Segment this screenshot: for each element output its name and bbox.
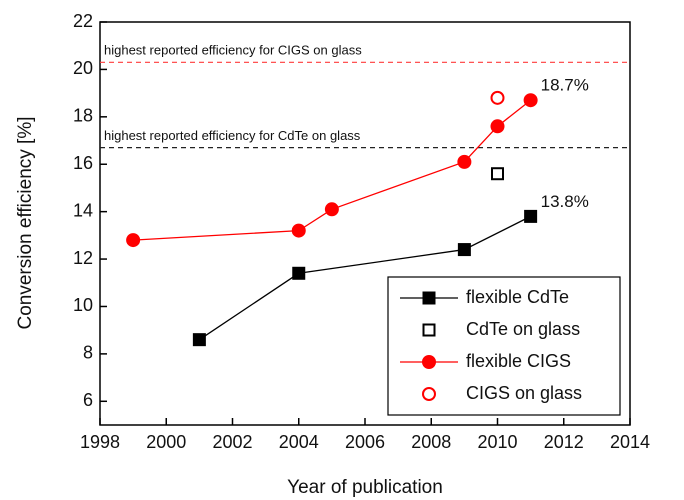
x-tick-label: 2012 bbox=[544, 432, 584, 452]
series-line bbox=[133, 99, 532, 241]
data-point bbox=[457, 154, 472, 169]
y-tick-label: 6 bbox=[83, 390, 93, 410]
y-tick-label: 12 bbox=[73, 248, 93, 268]
data-point bbox=[291, 223, 306, 238]
data-point bbox=[192, 333, 206, 347]
y-tick-label: 10 bbox=[73, 295, 93, 315]
y-tick-label: 18 bbox=[73, 106, 93, 126]
data-point bbox=[491, 167, 504, 181]
legend-label: flexible CIGS bbox=[466, 351, 571, 371]
data-point bbox=[523, 93, 538, 108]
data-label: 18.7% bbox=[541, 76, 589, 95]
reference-label: highest reported efficiency for CdTe on … bbox=[104, 128, 361, 143]
data-point bbox=[524, 209, 538, 223]
legend-label: CIGS on glass bbox=[466, 383, 582, 403]
x-tick-label: 2006 bbox=[345, 432, 385, 452]
x-tick-label: 2010 bbox=[477, 432, 517, 452]
reference-label: highest reported efficiency for CIGS on … bbox=[104, 43, 362, 58]
legend-marker bbox=[422, 387, 436, 401]
x-tick-label: 2002 bbox=[212, 432, 252, 452]
data-point bbox=[457, 243, 471, 257]
y-tick-label: 20 bbox=[73, 58, 93, 78]
y-tick-label: 8 bbox=[83, 343, 93, 363]
legend-label: flexible CdTe bbox=[466, 287, 569, 307]
data-point bbox=[324, 202, 339, 217]
data-point bbox=[126, 233, 141, 248]
x-tick-label: 1998 bbox=[80, 432, 120, 452]
x-tick-label: 2014 bbox=[610, 432, 650, 452]
data-label: 13.8% bbox=[541, 192, 589, 211]
legend-label: CdTe on glass bbox=[466, 319, 580, 339]
data-point bbox=[490, 119, 505, 134]
x-tick-label: 2004 bbox=[279, 432, 319, 452]
legend-marker bbox=[422, 355, 436, 369]
data-point bbox=[292, 266, 306, 280]
data-point bbox=[490, 90, 505, 105]
y-tick-label: 22 bbox=[73, 11, 93, 31]
y-tick-label: 16 bbox=[73, 153, 93, 173]
x-tick-label: 2008 bbox=[411, 432, 451, 452]
y-axis-label: Conversion efficiency [%] bbox=[15, 117, 36, 330]
legend-marker bbox=[422, 323, 436, 337]
x-tick-label: 2000 bbox=[146, 432, 186, 452]
series-line bbox=[199, 215, 531, 341]
y-tick-label: 14 bbox=[73, 200, 93, 220]
x-axis-label: Year of publication bbox=[287, 477, 443, 498]
legend-marker bbox=[422, 291, 436, 305]
